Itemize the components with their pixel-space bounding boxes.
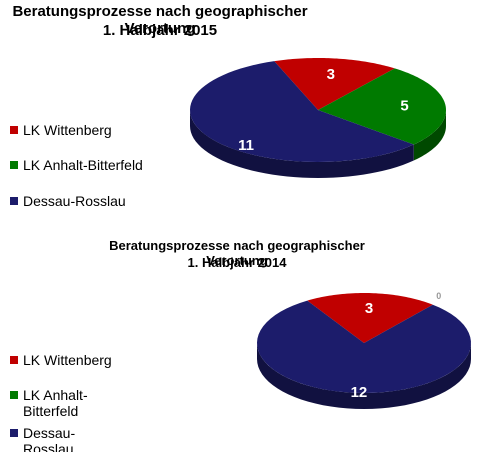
pie-side <box>190 110 414 178</box>
legend-swatch <box>10 391 18 399</box>
value-label: 3 <box>327 66 335 83</box>
value-label: 12 <box>351 384 368 401</box>
pie-side <box>257 343 471 409</box>
legend-label: LK Anhalt-Bitterfeld <box>23 157 143 173</box>
pie-slice <box>307 293 433 343</box>
pie-slice <box>257 300 471 393</box>
legend-label: LK Wittenberg <box>23 352 112 368</box>
legend-swatch <box>10 161 18 169</box>
value-label: 11 <box>238 137 254 154</box>
pie-slice <box>190 61 414 162</box>
pie-slice <box>318 68 446 145</box>
legend-label: Dessau-Rosslau <box>23 193 126 209</box>
legend-label: LK Wittenberg <box>23 122 112 138</box>
legend-swatch <box>10 429 18 437</box>
value-label: 5 <box>400 97 408 114</box>
legend-swatch <box>10 126 18 134</box>
pie-slice <box>274 58 395 110</box>
legend-swatch <box>10 197 18 205</box>
chart-title: Beratungsprozesse nach geographischer Ve… <box>12 3 308 37</box>
chart-subtitle: 1. Halbjahr 2014 <box>187 255 287 270</box>
value-label: 3 <box>365 300 373 317</box>
legend-swatch <box>10 356 18 364</box>
pie-side <box>413 110 446 161</box>
legend-label: Dessau-Rosslau <box>23 425 76 452</box>
legend-label: LK Anhalt-Bitterfeld <box>23 387 88 419</box>
value-label: 0 <box>436 291 441 301</box>
chart-title: Beratungsprozesse nach geographischer Ve… <box>109 238 365 268</box>
chart-subtitle: 1. Halbjahr 2015 <box>102 22 218 39</box>
